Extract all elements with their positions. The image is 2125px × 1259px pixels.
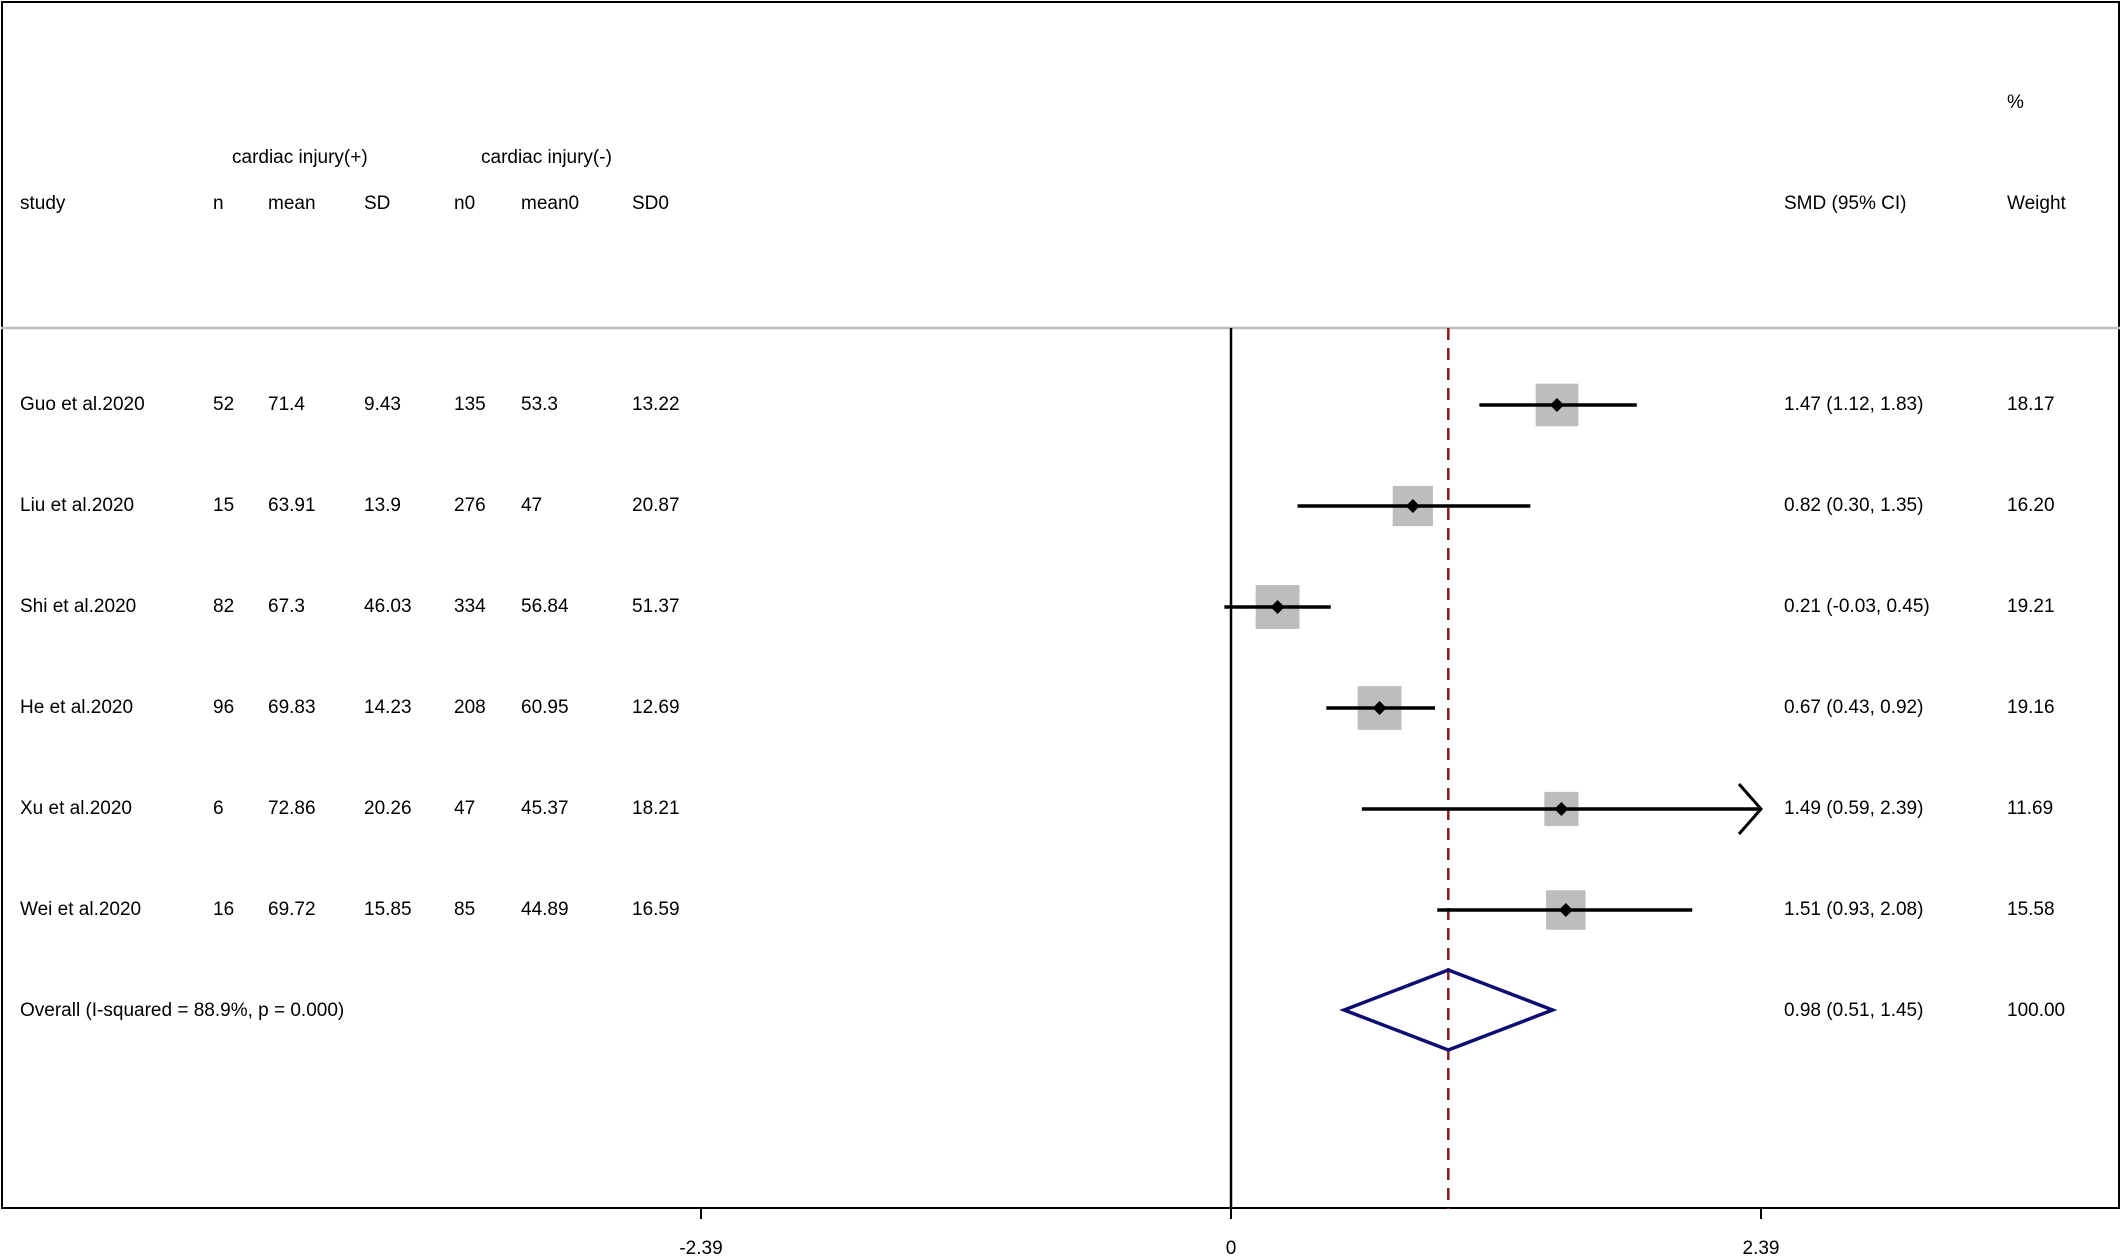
cell-weight: 16.20 [2007,495,2055,516]
overall-label: Overall (I-squared = 88.9%, p = 0.000) [20,1000,345,1021]
group-header-negative: cardiac injury(-) [481,147,612,168]
cell-n0: 85 [454,899,476,920]
cell-sd: 15.85 [364,899,412,920]
cell-mean: 63.91 [268,495,316,516]
point-estimate [1558,903,1573,917]
cell-effect-ci: 1.49 (0.59, 2.39) [1784,798,1924,819]
cell-n: 15 [213,495,235,516]
cell-sd0: 13.22 [632,394,680,415]
cell-n: 82 [213,596,235,617]
overall-effect-ci: 0.98 (0.51, 1.45) [1784,1000,1924,1021]
cell-mean: 71.4 [268,394,305,415]
cell-mean: 67.3 [268,596,305,617]
cell-mean0: 44.89 [521,899,569,920]
cell-sd: 9.43 [364,394,401,415]
cell-mean0: 60.95 [521,697,569,718]
study-name: Liu et al.2020 [20,495,135,516]
chart-marks [700,328,1763,1219]
cell-n: 6 [213,798,224,819]
cell-weight: 15.58 [2007,899,2055,920]
cell-sd: 13.9 [364,495,401,516]
x-tick-label: -2.39 [679,1238,723,1259]
study-name: Wei et al.2020 [20,899,142,920]
study-name: He et al.2020 [20,697,134,718]
column-header-n: n [213,193,224,214]
cell-sd0: 20.87 [632,495,680,516]
column-header-mean0: mean0 [521,193,580,214]
cell-n0: 135 [454,394,486,415]
cell-n0: 47 [454,798,476,819]
cell-sd0: 12.69 [632,697,680,718]
study-name: Shi et al.2020 [20,596,137,617]
cell-n0: 276 [454,495,486,516]
x-tick-label: 0 [1225,1238,1237,1259]
column-header-effect: SMD (95% CI) [1784,193,1907,214]
cell-effect-ci: 1.51 (0.93, 2.08) [1784,899,1924,920]
cell-n: 52 [213,394,235,415]
cell-mean0: 47 [521,495,543,516]
study-name: Xu et al.2020 [20,798,132,819]
cell-weight: 18.17 [2007,394,2055,415]
point-estimate [1554,802,1569,816]
cell-effect-ci: 0.82 (0.30, 1.35) [1784,495,1924,516]
column-header-study: study [20,193,66,214]
column-header-weight: Weight [2007,193,2066,214]
cell-sd0: 51.37 [632,596,680,617]
cell-sd: 20.26 [364,798,412,819]
cell-sd: 46.03 [364,596,412,617]
cell-weight: 19.16 [2007,697,2055,718]
cell-mean: 69.72 [268,899,316,920]
x-tick-label: 2.39 [1742,1238,1780,1259]
cell-mean0: 45.37 [521,798,569,819]
cell-sd0: 18.21 [632,798,680,819]
cell-mean: 69.83 [268,697,316,718]
point-estimate [1405,499,1420,513]
cell-mean0: 56.84 [521,596,569,617]
cell-n0: 334 [454,596,486,617]
point-estimate [1270,600,1285,614]
group-header-positive: cardiac injury(+) [232,147,368,168]
cell-effect-ci: 0.67 (0.43, 0.92) [1784,697,1924,718]
study-name: Guo et al.2020 [20,394,145,415]
cell-weight: 11.69 [2007,798,2054,819]
cell-effect-ci: 1.47 (1.12, 1.83) [1784,394,1924,415]
point-estimate [1549,398,1564,412]
cell-weight: 19.21 [2007,596,2055,617]
cell-mean0: 53.3 [521,394,558,415]
point-estimate [1372,701,1387,715]
column-header-n0: n0 [454,193,476,214]
column-header-mean: mean [268,193,316,214]
overall-weight: 100.00 [2007,1000,2066,1021]
plot-frame [1,1,2120,1209]
cell-effect-ci: 0.21 (-0.03, 0.45) [1784,596,1930,617]
overall-diamond [1339,968,1558,1052]
ci-arrow [1737,783,1763,835]
cell-mean: 72.86 [268,798,316,819]
column-header-weight-percent: % [2007,92,2024,113]
column-header-sd: SD [364,193,391,214]
cell-sd: 14.23 [364,697,412,718]
cell-n: 96 [213,697,235,718]
cell-sd0: 16.59 [632,899,680,920]
column-header-sd0: SD0 [632,193,669,214]
cell-n0: 208 [454,697,486,718]
cell-n: 16 [213,899,235,920]
